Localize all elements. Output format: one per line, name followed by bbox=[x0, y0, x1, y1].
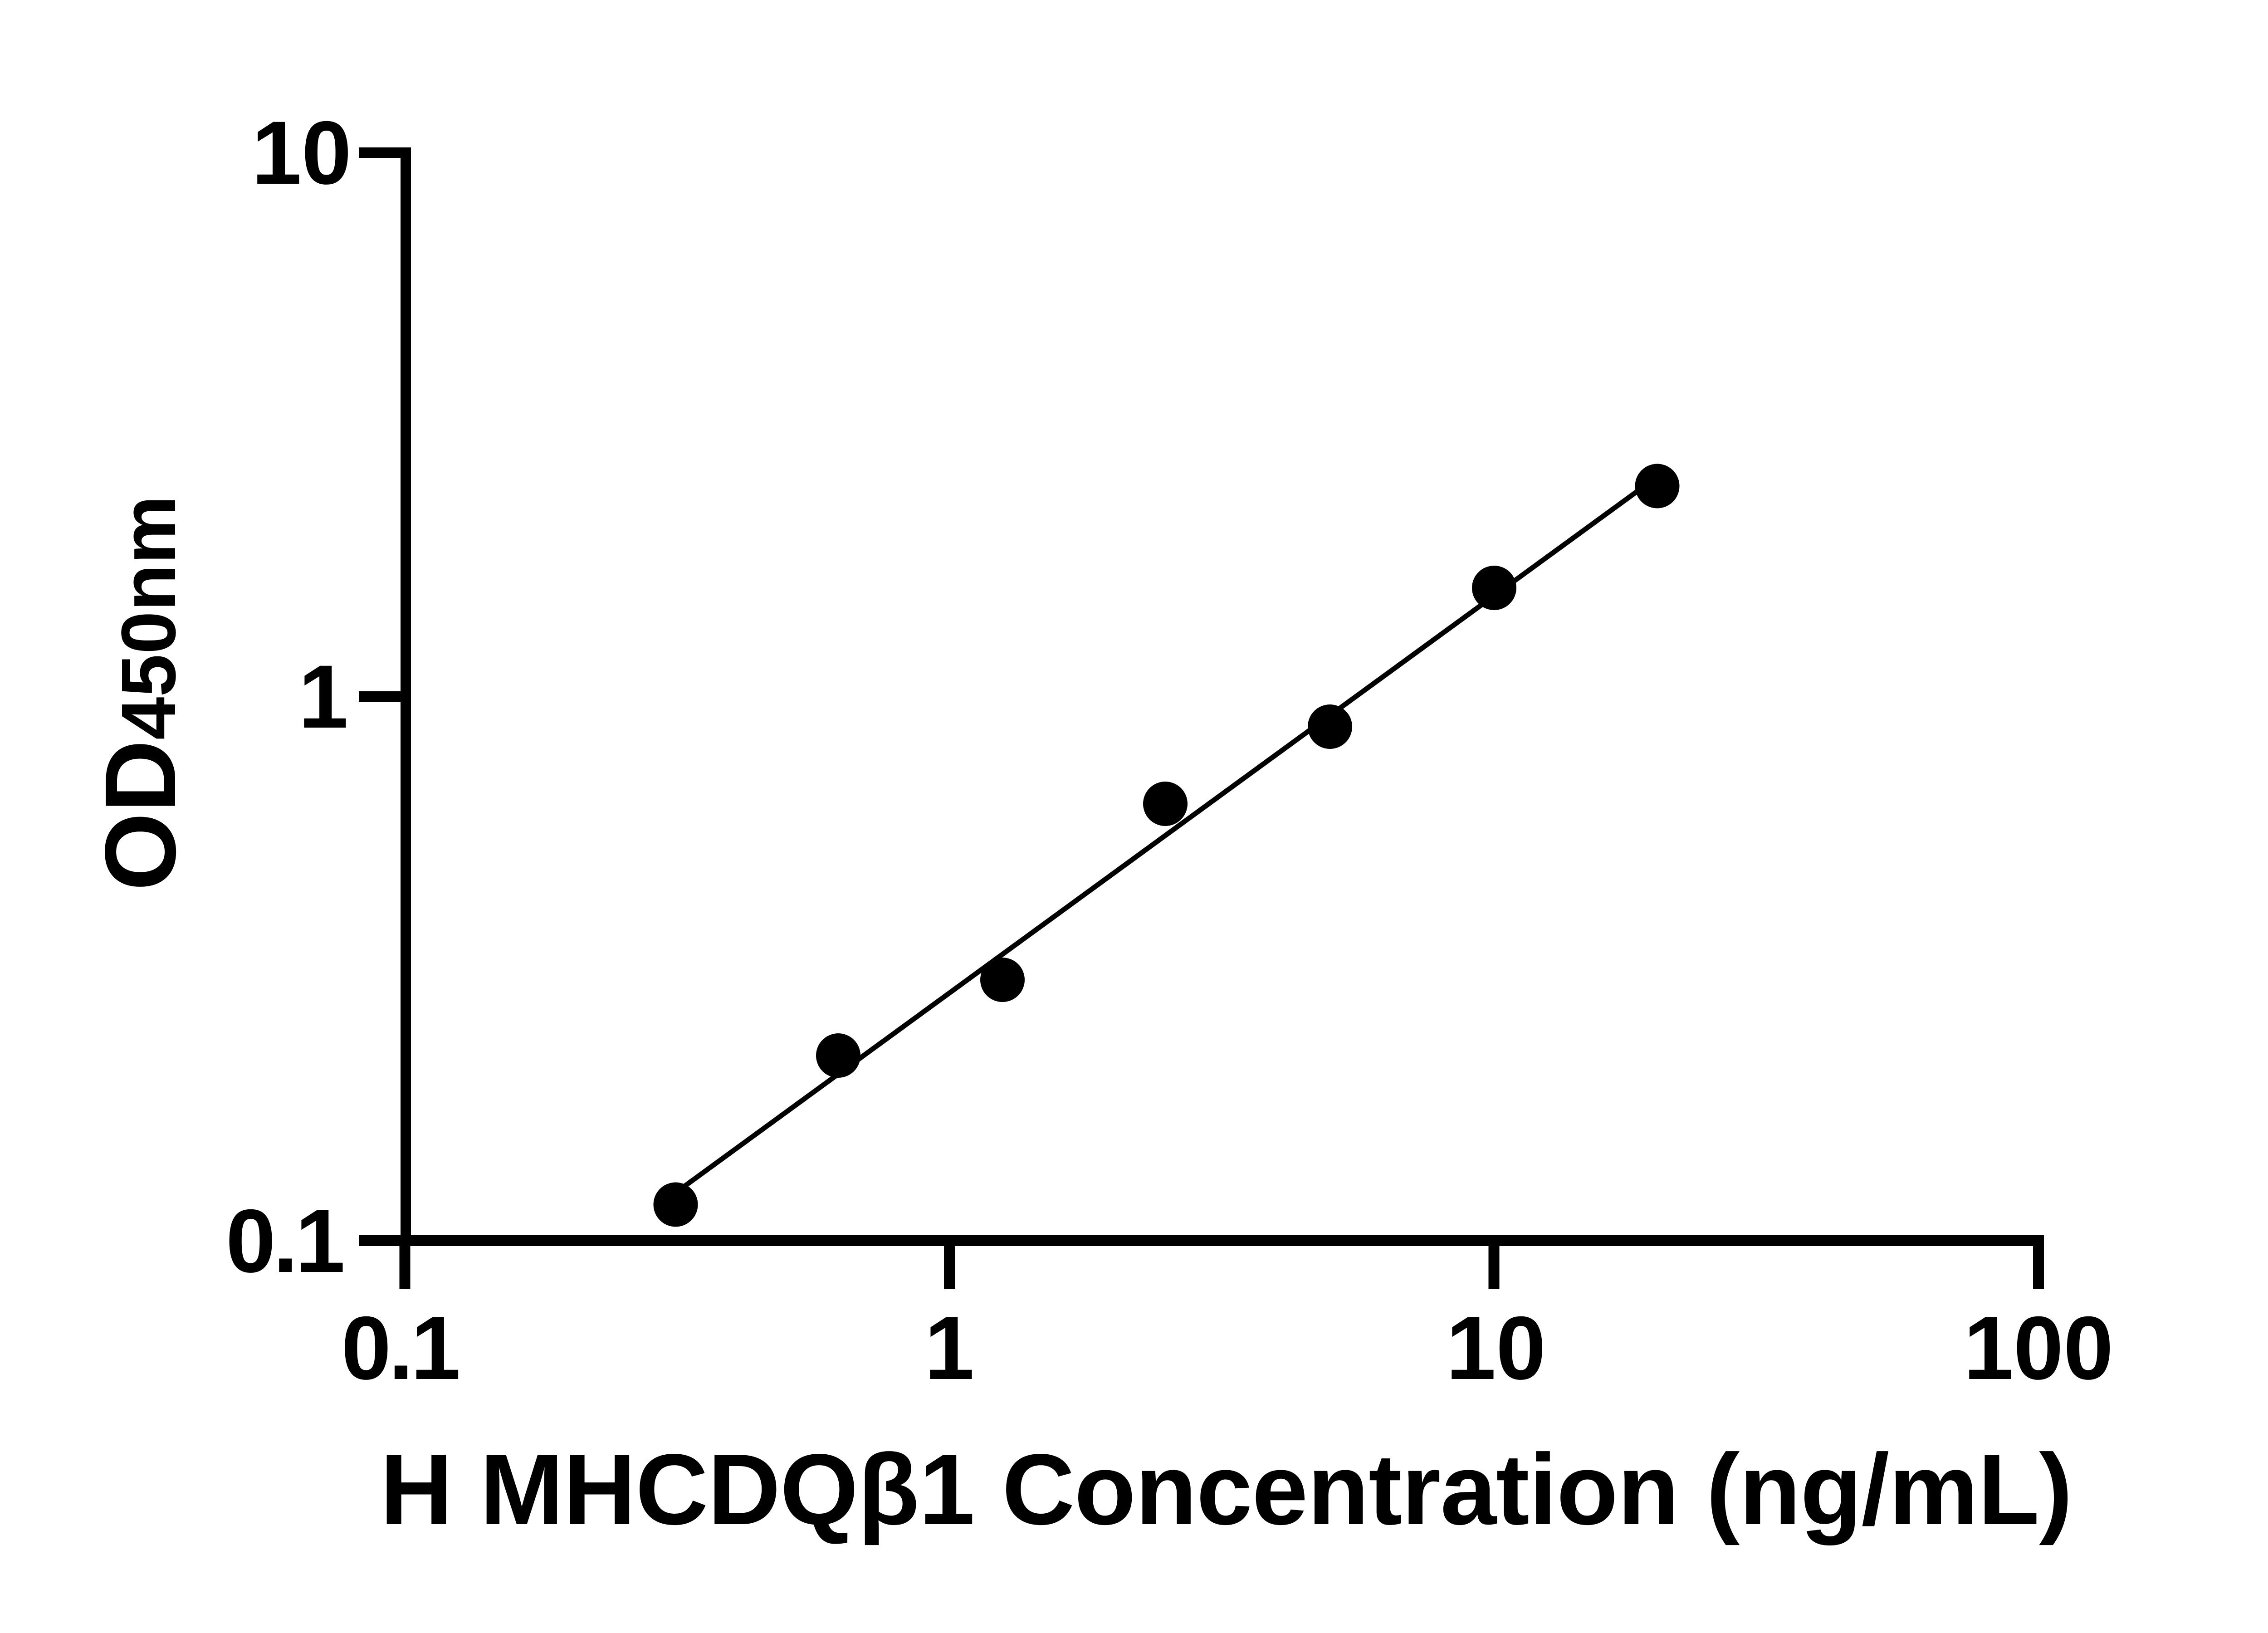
svg-text:10: 10 bbox=[252, 103, 352, 203]
svg-text:1: 1 bbox=[298, 646, 348, 747]
svg-text:0.1: 0.1 bbox=[226, 1191, 343, 1291]
svg-text:1: 1 bbox=[924, 1298, 974, 1398]
svg-text:100: 100 bbox=[1964, 1298, 2113, 1398]
svg-text:H MHCDQβ1 Concentration (ng/mL: H MHCDQβ1 Concentration (ng/mL) bbox=[380, 1433, 2072, 1546]
svg-text:0.1: 0.1 bbox=[341, 1298, 458, 1398]
svg-text:10: 10 bbox=[1446, 1298, 1546, 1398]
